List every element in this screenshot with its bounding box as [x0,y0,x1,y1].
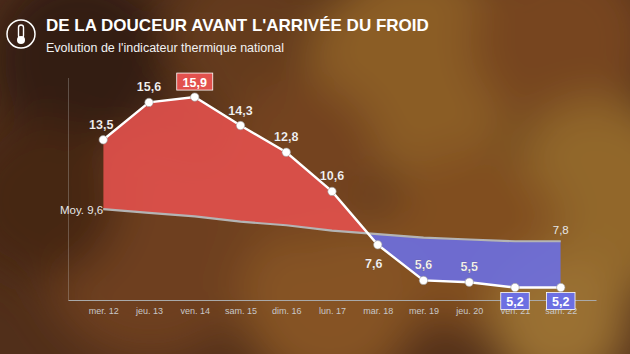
x-tick-label: jeu. 20 [455,306,483,316]
point [328,187,336,195]
y-axis-line [68,78,69,301]
x-tick: sam. 15 [225,300,257,316]
x-tick-label: jeu. 13 [135,306,163,316]
point [191,93,199,101]
x-tick-label: mer. 19 [409,306,439,316]
data-label: 15,9 [183,76,207,90]
data-label: 10,6 [320,169,344,183]
title: DE LA DOUCEUR AVANT L'ARRIVÉE DU FROID [46,16,429,35]
normal-line [103,209,561,241]
data-label: 13,5 [89,118,113,132]
point [145,98,153,106]
point [465,278,473,286]
data-label: 15,6 [137,80,161,94]
x-tick: lun. 17 [319,300,346,316]
point [282,148,290,156]
label-box [501,293,530,310]
background-overlay [0,0,630,354]
data-label: 5,5 [461,260,478,274]
data-labels: 13,5 15,6 15,9 14,3 12,8 10,6 7,6 5,6 5,5 5,2 5,2 M… [60,73,575,309]
data-label: 14,3 [228,104,252,118]
background-fill [0,0,630,354]
warm-area-group [103,97,561,287]
chart: DE LA DOUCEUR AVANT L'ARRIVÉE DU FROID Ev… [0,0,630,354]
point [419,276,427,284]
icon-bulb [17,36,25,44]
temperature-line [103,97,561,287]
background [0,0,630,354]
x-tick: jeu. 20 [455,300,483,316]
point [236,121,244,129]
point [511,283,519,291]
background-blobs [0,0,630,354]
x-tick: mar. 18 [363,300,393,316]
x-tick-label: mer. 12 [89,306,119,316]
label-box [177,73,213,90]
x-tick: ven. 14 [180,300,210,316]
x-tick-label: lun. 17 [319,306,346,316]
data-label: 5,2 [552,295,569,309]
plot-area [99,93,565,292]
point [557,283,565,291]
data-label: 5,6 [415,258,432,272]
x-tick-label: ven. 14 [180,306,210,316]
x-tick-label: mar. 18 [363,306,393,316]
point [374,241,382,249]
normal-label: 7,8 [553,224,569,236]
data-label: 12,8 [274,130,298,144]
subtitle: Evolution de l'indicateur thermique nati… [46,41,284,55]
normal-label: Moy. 9,6 [60,204,103,216]
x-tick: mer. 12 [89,300,119,316]
x-tick-label: sam. 15 [225,306,257,316]
x-tick: dim. 16 [272,300,302,316]
point [99,136,107,144]
cold-area [103,97,561,287]
cold-area-group [103,97,561,287]
icon-ring [7,20,35,48]
label-box [547,293,576,310]
data-label: 7,6 [365,257,382,271]
y-axis [68,78,69,301]
x-tick: mer. 19 [409,300,439,316]
thermometer-icon [7,20,35,48]
data-label: 5,2 [506,295,523,309]
x-tick: jeu. 13 [135,300,163,316]
warm-area [103,97,561,287]
x-tick-label: dim. 16 [272,306,302,316]
